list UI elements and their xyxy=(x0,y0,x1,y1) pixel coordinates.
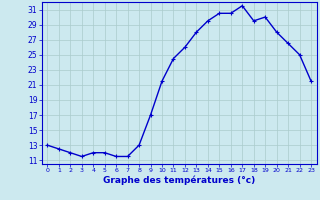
X-axis label: Graphe des températures (°c): Graphe des températures (°c) xyxy=(103,176,255,185)
